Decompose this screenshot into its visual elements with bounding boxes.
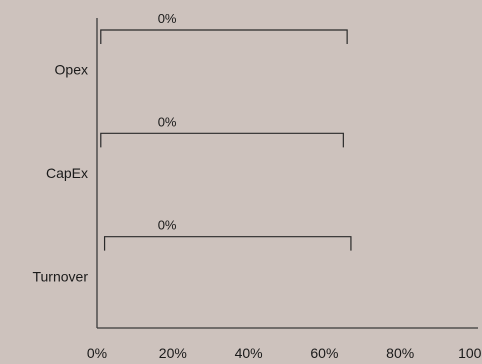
annotation-bracket [100, 29, 348, 44]
data-label: 0% [158, 218, 177, 233]
x-tick-label: 0% [87, 345, 107, 361]
category-label: Opex [55, 62, 88, 78]
x-tick-label: 20% [159, 345, 187, 361]
x-tick-labels: 0% 20% 40% 60% 80% 100% [87, 345, 482, 361]
category-label: CapEx [46, 165, 88, 181]
category-labels: Opex CapEx Turnover [32, 62, 88, 285]
data-label: 0% [158, 114, 177, 129]
data-label: 0% [158, 11, 177, 26]
x-tick-label: 100% [458, 345, 482, 361]
annotation-brackets: 0% 0% 0% [100, 11, 352, 251]
annotation-bracket [100, 132, 344, 148]
category-label: Turnover [32, 268, 88, 284]
x-tick-label: 60% [310, 345, 338, 361]
annotation-bracket [103, 236, 352, 251]
x-tick-label: 80% [386, 345, 414, 361]
x-tick-label: 40% [235, 345, 263, 361]
